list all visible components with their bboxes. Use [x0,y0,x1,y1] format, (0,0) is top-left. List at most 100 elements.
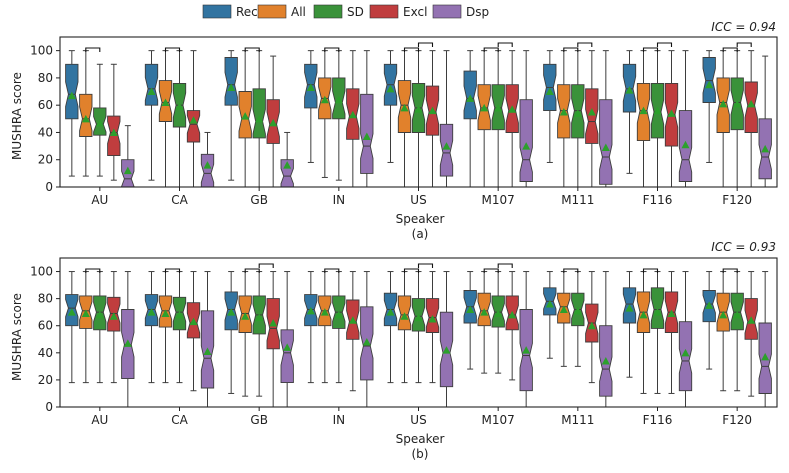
mean-marker [508,310,517,319]
mean-marker [95,310,104,319]
box-in-excl [346,50,360,188]
ytick-label: 20 [38,373,53,387]
legend-label-excl: Excl [403,5,427,19]
xtick-label-f120: F120 [722,193,752,207]
box-ca-dsp [200,271,215,408]
xtick-label-m107: M107 [482,193,515,207]
significance-bracket [483,47,499,52]
mean-marker [81,309,90,318]
mean-marker [269,118,278,127]
box-m107-dsp [519,271,533,408]
mean-marker [625,304,634,312]
mean-marker [545,87,554,96]
box-us-all [397,271,412,384]
box-au-rec [65,50,79,177]
significance-bracket [403,47,420,52]
box-us-dsp [439,50,454,188]
box-au-excl [107,63,121,181]
significance-bracket [244,47,260,52]
box-au-dsp [121,125,135,188]
mean-marker [95,118,104,127]
mean-marker [639,106,648,115]
box-ca-rec [144,271,159,384]
box-f116-rec [622,271,637,378]
box-m111-dsp [599,50,613,188]
mean-marker [508,105,517,113]
mean-marker [67,308,76,316]
box-m111-dsp [599,271,613,408]
box-body [280,329,294,384]
mean-marker [334,310,343,319]
mean-marker [255,114,264,123]
xtick-label-in: IN [333,193,346,207]
box-in-all [318,271,332,384]
box-au-all [79,271,93,384]
box-in-sd [332,50,346,181]
mean-marker [573,306,582,315]
mean-marker [203,347,212,355]
xtick-label-gb: GB [250,413,268,427]
significance-bracket [722,47,738,52]
box-m107-all [477,50,491,188]
significance-bracket [656,42,673,47]
box-f120-dsp [758,55,772,188]
box-gb-sd [252,271,266,397]
mean-marker [241,312,250,320]
box-us-all [397,50,412,188]
mean-marker [348,110,357,119]
xtick-label-ca: CA [171,413,188,427]
box-m111-sd [571,50,585,188]
significance-bracket [497,263,513,268]
box-m107-excl [505,271,519,381]
significance-bracket [258,263,274,268]
mean-marker [283,161,292,169]
legend-label-rec: Rec [236,5,258,19]
mean-marker [147,87,156,96]
xtick-label-au: AU [91,193,108,207]
box-ca-sd [172,50,187,188]
mean-marker [747,99,756,108]
box-f116-all [636,271,651,394]
box-gb-excl [266,55,280,188]
box-in-all [318,50,332,178]
mean-marker [522,142,531,150]
significance-bracket [642,268,659,273]
box-us-dsp [439,271,454,408]
box-body [702,57,716,103]
xtick-label-m107: M107 [482,413,515,427]
mean-marker [283,343,292,351]
box-gb-all [238,50,252,188]
xtick-label-f120: F120 [722,413,752,427]
significance-bracket [244,268,260,273]
box-f116-dsp [678,271,693,408]
box-au-rec [65,271,79,384]
box-body [186,110,201,143]
mean-marker [480,103,489,112]
legend-swatch-dsp [432,4,462,19]
panel-label-b: (b) [412,447,429,461]
box-us-sd [411,271,426,384]
legend-swatch-excl [369,4,399,19]
icc-label-b: ICC = 0.93 [711,240,776,254]
box-body [200,153,215,188]
box-m111-sd [571,271,585,367]
box-ca-all [158,271,173,384]
significance-bracket [736,42,752,47]
mean-marker [81,114,90,123]
mean-marker [227,83,236,91]
significance-bracket [563,47,579,52]
ytick-label: 40 [38,125,53,139]
xtick-label-us: US [410,193,426,207]
ytick-label: 0 [45,180,53,194]
ytick-label: 0 [45,400,53,414]
mean-marker [522,346,531,354]
mean-marker [269,319,278,327]
mean-marker [573,109,582,117]
significance-bracket [417,263,434,268]
box-f116-sd [650,271,665,394]
significance-bracket [563,268,579,273]
mean-marker [189,116,198,124]
mean-marker [400,312,409,320]
mean-marker [161,98,170,106]
ylabel-a: MUSHRA score [10,72,24,160]
